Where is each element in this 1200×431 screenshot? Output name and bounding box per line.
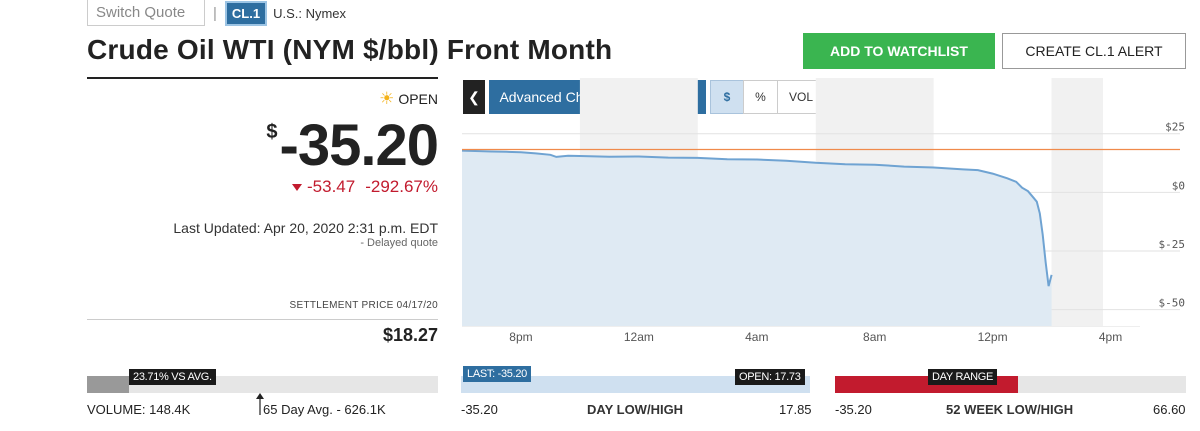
price-change: -53.47 -292.67%	[292, 177, 438, 197]
settlement-value: $18.27	[382, 325, 438, 345]
day-open-label: OPEN: 17.73	[735, 369, 805, 385]
day-last-label: LAST: -35.20	[463, 366, 531, 382]
avg-volume: 65 Day Avg. - 626.1K	[263, 402, 386, 417]
volume-vs-avg-label: 23.71% VS AVG.	[129, 369, 216, 385]
last-updated: Last Updated: Apr 20, 2020 2:31 p.m. EDT	[173, 220, 438, 236]
last-price: $ -35.20	[266, 113, 439, 178]
currency-symbol: $	[266, 121, 278, 143]
week-range-bar	[835, 376, 1186, 393]
mode-dollar-button[interactable]: $	[710, 80, 744, 114]
market-status: ☀ OPEN	[379, 90, 438, 107]
x-tick-label: 8pm	[509, 330, 532, 344]
arrow-up-icon	[256, 393, 264, 415]
x-tick-label: 12am	[624, 330, 654, 344]
y-tick-label: $-50	[1159, 297, 1186, 310]
week-range-title: 52 WEEK LOW/HIGH	[946, 402, 1074, 417]
x-tick-label: 4am	[745, 330, 768, 344]
quote-switcher: | CL.1 U.S.: Nymex	[87, 0, 346, 26]
market-status-label: OPEN	[398, 90, 438, 107]
x-axis-line	[462, 326, 1140, 327]
y-tick-label: $-25	[1159, 238, 1186, 251]
volume-bar-fill	[87, 376, 129, 393]
week-high: 66.60	[1153, 402, 1186, 417]
page-title: Crude Oil WTI (NYM $/bbl) Front Month	[87, 34, 613, 65]
create-alert-button[interactable]: CREATE CL.1 ALERT	[1002, 33, 1186, 69]
add-to-watchlist-button[interactable]: ADD TO WATCHLIST	[803, 33, 995, 69]
price-area	[462, 150, 1052, 326]
time-band	[1051, 78, 1103, 326]
y-tick-label: $0	[1172, 179, 1185, 192]
chevron-left-icon: ❮	[468, 88, 480, 105]
x-tick-label: 8am	[863, 330, 886, 344]
day-range-label: DAY RANGE	[928, 369, 998, 385]
x-tick-label: 4pm	[1099, 330, 1122, 344]
divider	[87, 319, 438, 320]
day-low: -35.20	[461, 402, 498, 417]
divider	[87, 77, 438, 79]
day-high: 17.85	[779, 402, 812, 417]
settlement-label: SETTLEMENT PRICE 04/17/20	[289, 300, 438, 311]
sun-icon: ☀	[379, 89, 395, 108]
price-line	[461, 149, 1053, 287]
separator: |	[213, 4, 217, 22]
day-range-title: DAY LOW/HIGH	[587, 402, 684, 417]
down-arrow-icon	[292, 183, 303, 191]
ticker-badge: CL.1	[224, 0, 268, 26]
change-percent: -292.67%	[365, 177, 438, 196]
change-value: -53.47	[307, 177, 356, 196]
day-range-bar	[461, 376, 810, 393]
volume-value: VOLUME: 148.4K	[87, 402, 191, 417]
switch-quote-input[interactable]	[87, 0, 205, 26]
exchange-label: U.S.: Nymex	[273, 5, 347, 21]
collapse-button[interactable]: ❮	[463, 80, 485, 114]
price-value: -35.20	[279, 113, 439, 178]
price-chart[interactable]: 8pm 12am 4am 8am 12pm 4pm $25 $0 $-25 $-50	[460, 78, 1200, 348]
x-tick-label: 12pm	[978, 330, 1008, 344]
y-tick-label: $25	[1165, 121, 1185, 134]
delayed-note: - Delayed quote	[360, 237, 438, 249]
mode-percent-button[interactable]: %	[743, 80, 778, 114]
week-low: -35.20	[835, 402, 872, 417]
